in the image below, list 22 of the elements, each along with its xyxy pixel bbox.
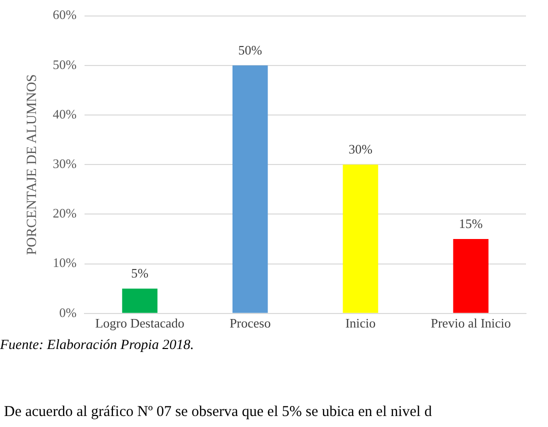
data-label: 30% bbox=[348, 142, 373, 157]
data-label: 50% bbox=[238, 42, 262, 58]
data-label: 5% bbox=[131, 266, 149, 281]
source-note: Fuente: Elaboración Propia 2018. bbox=[0, 338, 194, 354]
y-tick-label: 60% bbox=[52, 7, 77, 22]
bar bbox=[122, 288, 158, 313]
x-tick-label: Proceso bbox=[230, 316, 271, 331]
y-tick-label: 20% bbox=[52, 206, 77, 221]
data-label: 15% bbox=[458, 216, 483, 231]
bar bbox=[232, 65, 268, 313]
y-tick-label: 0% bbox=[59, 304, 77, 320]
y-tick-label: 50% bbox=[52, 56, 77, 72]
bar bbox=[453, 239, 488, 313]
x-tick-label: Inicio bbox=[345, 316, 376, 331]
bar bbox=[342, 164, 378, 313]
y-tick-label: 30% bbox=[52, 156, 77, 172]
x-tick-label: Logro Destacado bbox=[95, 316, 184, 331]
y-axis-title: PORCENTAJE DE ALUMNOS bbox=[25, 74, 40, 256]
x-tick-label: Previo al Inicio bbox=[430, 316, 511, 331]
text: De acuerdo al gráfico Nº 07 se observa que el 5% se ubica en el nivel d bbox=[4, 404, 432, 421]
y-tick-label: 10% bbox=[52, 255, 77, 270]
y-tick-label: 40% bbox=[52, 106, 77, 122]
